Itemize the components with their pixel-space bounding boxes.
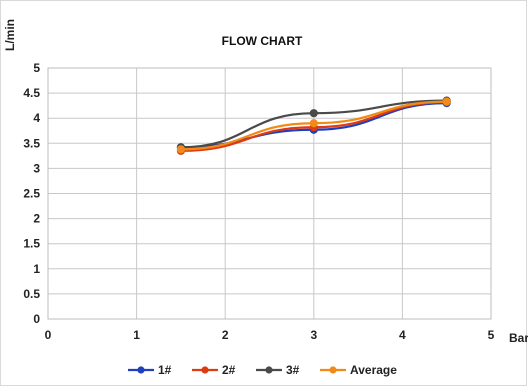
y-tick-label: 4.5 bbox=[23, 86, 40, 100]
y-tick-label: 0 bbox=[33, 312, 40, 326]
y-tick-label: 1 bbox=[33, 262, 40, 276]
chart-title: FLOW CHART bbox=[222, 34, 303, 48]
y-tick-label: 0.5 bbox=[23, 287, 40, 301]
legend-swatch-marker bbox=[137, 366, 145, 374]
legend-entry-label: Average bbox=[350, 363, 397, 377]
y-tick-label: 2 bbox=[33, 212, 40, 226]
y-axis-title: L/min bbox=[3, 19, 17, 51]
legend-swatch-marker bbox=[201, 366, 209, 374]
plot-area bbox=[47, 67, 492, 320]
legend-swatch-marker bbox=[329, 366, 337, 374]
x-axis-title: Bar bbox=[509, 331, 528, 345]
y-tick-label: 5 bbox=[33, 61, 40, 75]
x-tick-label: 4 bbox=[399, 328, 406, 342]
data-point bbox=[309, 119, 318, 128]
legend: 1# 2# 3# Average bbox=[128, 363, 397, 377]
legend-entry-label: 1# bbox=[158, 363, 172, 377]
y-tick-label: 1.5 bbox=[23, 237, 40, 251]
legend-swatch-marker bbox=[265, 366, 273, 374]
series-layer bbox=[176, 96, 451, 155]
x-tick-label: 5 bbox=[488, 328, 495, 342]
x-tick-label: 3 bbox=[310, 328, 317, 342]
y-tick-label: 3 bbox=[33, 161, 40, 175]
legend-entry-label: 2# bbox=[222, 363, 236, 377]
legend-entry-label: 3# bbox=[286, 363, 300, 377]
x-tick-label: 2 bbox=[222, 328, 229, 342]
y-tick-label: 3.5 bbox=[23, 136, 40, 150]
x-tick-label: 0 bbox=[45, 328, 52, 342]
data-point bbox=[309, 109, 318, 118]
data-point bbox=[442, 97, 451, 106]
y-tick-label: 4 bbox=[33, 111, 40, 125]
data-point bbox=[176, 145, 185, 154]
axes: 0 0.5 1 1.5 2 2.5 3 3.5 4 4.5 5 0 1 2 3 4 5 bbox=[23, 61, 494, 342]
grid bbox=[47, 67, 492, 320]
y-tick-label: 2.5 bbox=[23, 187, 40, 201]
x-tick-label: 1 bbox=[133, 328, 140, 342]
